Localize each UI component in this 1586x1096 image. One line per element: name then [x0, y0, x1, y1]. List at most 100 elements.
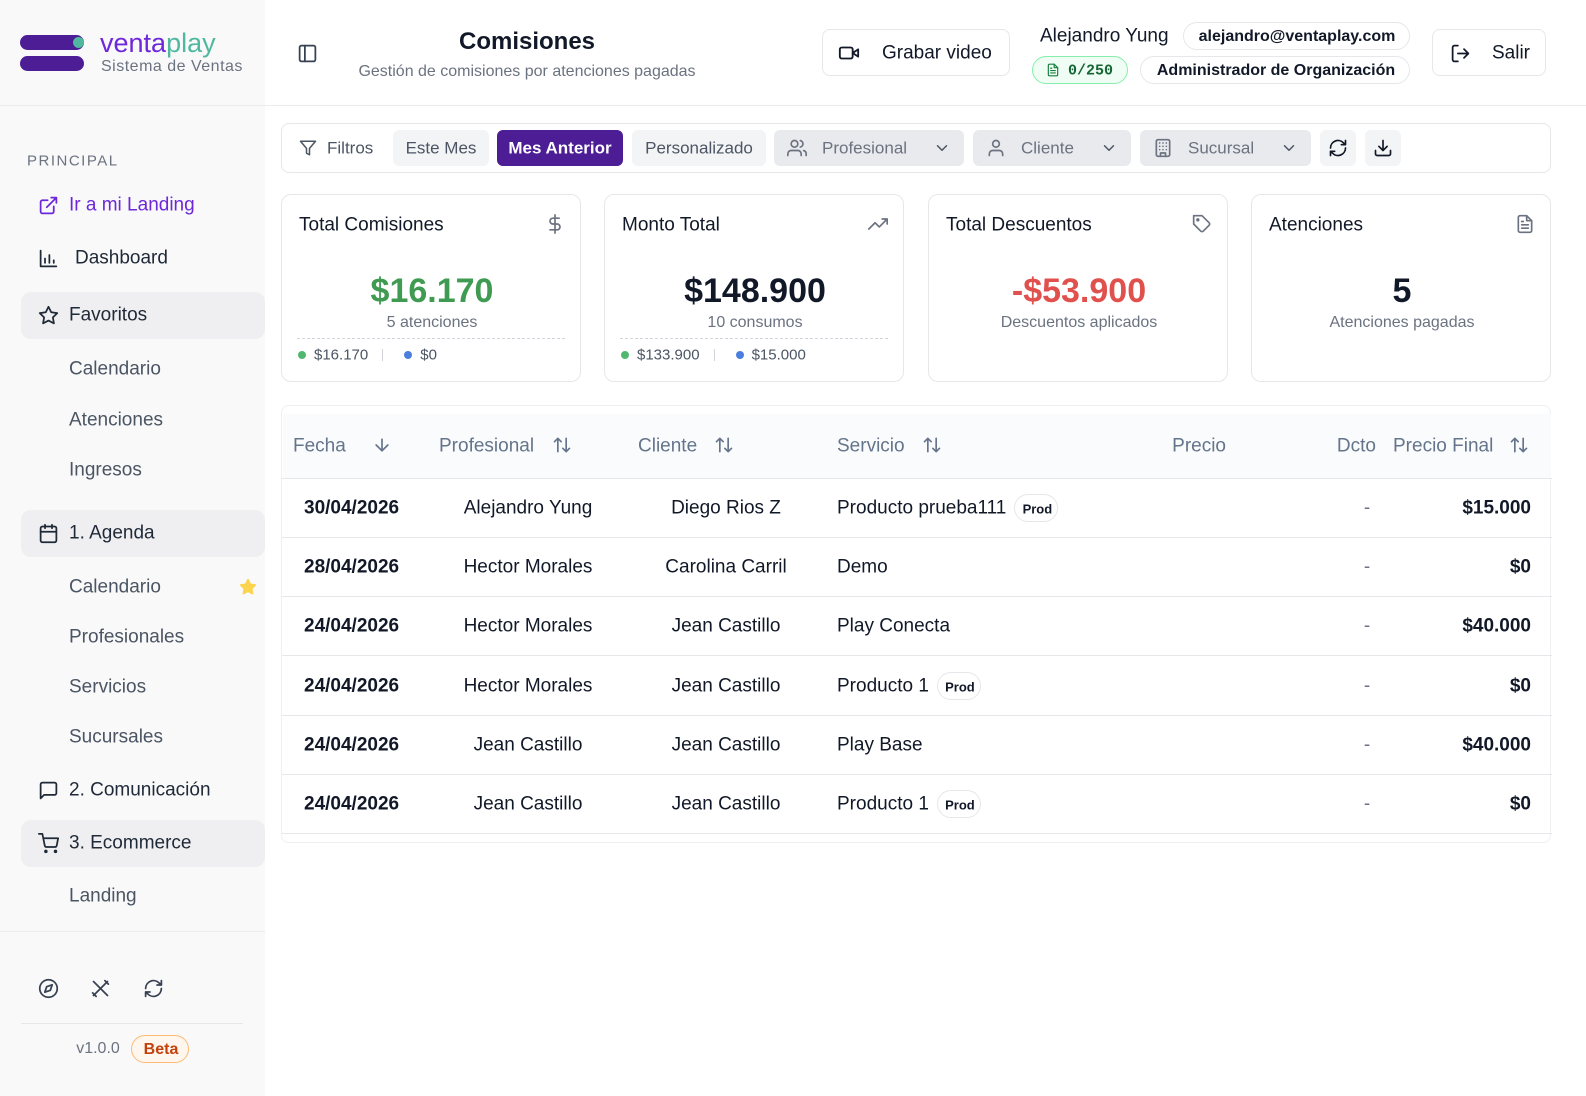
table-header-bg [283, 414, 1551, 478]
cell-client: Jean Castillo [671, 734, 781, 756]
nav-subitem[interactable]: Calendario [69, 576, 161, 598]
stat-card: Monto Total $148.900 10 consumos $133.900 $1… [604, 194, 904, 382]
nav-item[interactable]: 2. Comunicación [69, 779, 211, 801]
stat-card: Total Comisiones $16.170 5 atenciones $16.1… [281, 194, 581, 382]
cell-discount: - [1363, 734, 1371, 756]
row-divider [282, 833, 1552, 834]
quota-pill: 0/250 [1032, 56, 1128, 84]
cell-date: 24/04/2026 [304, 793, 400, 815]
cell-client: Jean Castillo [671, 793, 781, 815]
column-header[interactable]: Fecha [293, 435, 346, 457]
brand-name: ventaplay [100, 28, 260, 58]
dropdown[interactable]: Cliente [973, 130, 1131, 166]
tool-icon [91, 979, 109, 997]
role: Administrador de Organización [1156, 62, 1396, 79]
nav-subitem[interactable]: Sucursales [69, 726, 163, 748]
filter-label: Filtros [327, 138, 374, 158]
dropdown[interactable]: Sucursal [1140, 130, 1311, 166]
period-label: Personalizado [645, 138, 753, 158]
nav-icon [39, 249, 57, 267]
version: v1.0.0 [76, 1040, 120, 1057]
dropdown-icon [787, 139, 807, 157]
brand-tagline: Sistema de Ventas [101, 58, 243, 75]
sort-icon [1510, 437, 1528, 453]
nav-item[interactable]: Ir a mi Landing [69, 194, 195, 216]
user-email: alejandro@ventaplay.com [1198, 28, 1396, 45]
quota: 0/250 [1068, 62, 1114, 80]
cell-client: Carolina Carril [665, 556, 787, 578]
sort-icon [553, 437, 571, 453]
cell-final-price: $40.000 [1462, 734, 1531, 756]
logout-button[interactable]: Salir [1432, 29, 1546, 76]
column-header[interactable]: Precio Final [1393, 435, 1494, 457]
nav-subitem[interactable]: Ingresos [69, 459, 142, 481]
cell-final-price: $0 [1509, 675, 1531, 697]
cell-service: Play Base [837, 734, 923, 756]
nav-group-bg[interactable] [21, 292, 265, 339]
nav-item[interactable]: Favoritos [69, 304, 148, 326]
card-value: $16.170 [370, 272, 494, 310]
filter-bar [281, 123, 1551, 173]
column-header[interactable]: Cliente [638, 435, 698, 457]
nav-subitem[interactable]: Servicios [69, 676, 147, 698]
logout-icon [1451, 44, 1469, 62]
prod-badge: Prod [936, 790, 981, 818]
nav-icon [38, 305, 58, 324]
sidebar-toggle [298, 44, 316, 62]
column-header[interactable]: Servicio [837, 435, 905, 457]
logout-label: Salir [1492, 42, 1531, 64]
logo-bar [20, 56, 84, 71]
period-button[interactable]: Este Mes [393, 130, 489, 166]
column-header[interactable]: Profesional [439, 435, 535, 457]
nav-icon [37, 832, 59, 853]
card-icon [1517, 214, 1533, 234]
nav-subitem[interactable]: Atenciones [69, 409, 164, 431]
cell-service: Producto prueba111 [837, 497, 1007, 519]
cell-service: Producto 1 [837, 675, 929, 697]
stat-card: Atenciones 5 Atenciones pagadas [1251, 194, 1551, 382]
nav-item[interactable]: 1. Agenda [69, 522, 155, 544]
nav-group-bg[interactable] [21, 510, 265, 557]
logo-dot [73, 37, 84, 48]
filter-button[interactable]: Filtros [288, 130, 385, 166]
cell-date: 24/04/2026 [304, 675, 400, 697]
sort-icon [375, 438, 389, 452]
card-title: Total Descuentos [946, 214, 1092, 236]
card-icon [1192, 214, 1211, 233]
nav-subitem[interactable]: Landing [69, 885, 137, 907]
cell-discount: - [1363, 497, 1371, 519]
row-divider [282, 478, 1552, 479]
dropdown[interactable]: Profesional [774, 130, 964, 166]
nav-group-bg[interactable] [21, 820, 265, 867]
beta-label: Beta [143, 1041, 179, 1058]
nav-item[interactable]: 3. Ecommerce [69, 832, 192, 854]
period-button[interactable]: Mes Anterior [497, 130, 623, 166]
cell-client: Diego Rios Z [671, 497, 781, 519]
cell-discount: - [1363, 615, 1371, 637]
period-button[interactable]: Personalizado [632, 130, 766, 166]
card-title: Monto Total [622, 214, 720, 236]
brand-part: play [166, 28, 216, 58]
page-subtitle: Gestión de comisiones por atenciones pag… [358, 63, 696, 80]
nav-subitem[interactable]: Profesionales [69, 626, 185, 648]
page-title: Comisiones [458, 28, 596, 55]
dropdown-label: Sucursal [1188, 138, 1255, 158]
separator-bar [713, 349, 715, 361]
record-label: Grabar video [882, 42, 992, 64]
nav-subitem[interactable]: Calendario [69, 358, 161, 380]
video-icon [838, 46, 860, 60]
refresh-button[interactable] [1320, 130, 1356, 166]
legend-dot [298, 351, 306, 359]
cell-professional: Hector Morales [463, 556, 593, 578]
prod-label: Prod [1022, 501, 1053, 517]
header-divider [265, 105, 1586, 106]
favorite-star [239, 578, 257, 595]
sidebar-divider [21, 1023, 243, 1024]
sidebar-divider [0, 105, 265, 106]
legend-dot [404, 351, 413, 359]
user-name: Alejandro Yung [1040, 25, 1169, 47]
nav-item[interactable]: Dashboard [75, 247, 168, 269]
card-title: Total Comisiones [299, 214, 444, 236]
record-button[interactable]: Grabar video [822, 29, 1010, 76]
